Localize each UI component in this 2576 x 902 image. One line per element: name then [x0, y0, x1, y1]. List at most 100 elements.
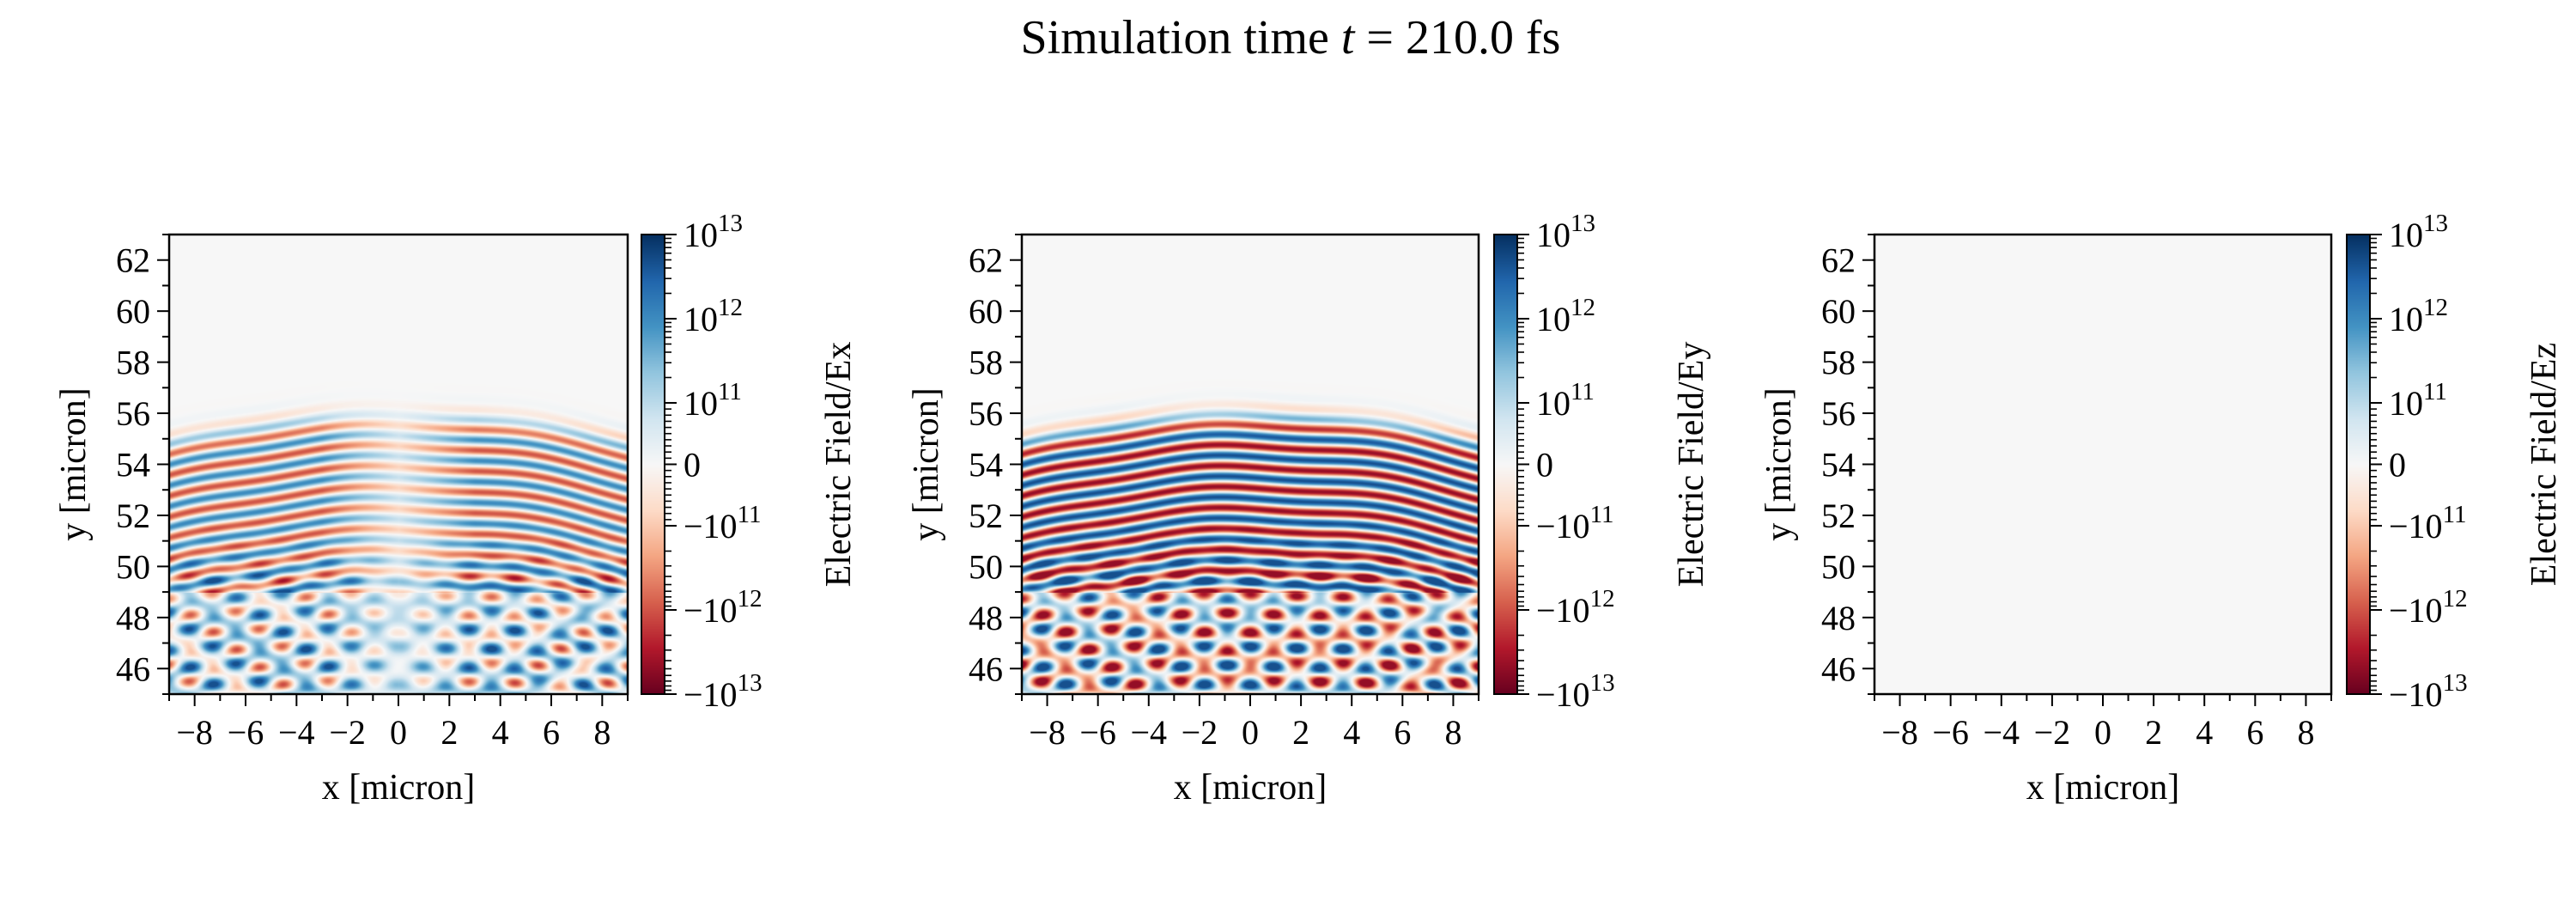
y-tick-label: 46 — [116, 649, 150, 688]
x-tick-label: −6 — [1079, 713, 1116, 752]
colorbar-tick-base: −10 — [1536, 507, 1590, 545]
axes-frame-3 — [1873, 233, 2333, 696]
y-tick-label: 54 — [1821, 446, 1856, 485]
colorbar-tick-label: 0 — [1536, 446, 1553, 485]
x-tick-label: 6 — [543, 713, 560, 752]
x-tick-label: −8 — [176, 713, 213, 752]
y-tick-label: 58 — [969, 344, 1003, 382]
colorbar-tick-exponent: 13 — [1571, 210, 1595, 237]
x-tick-label: −4 — [1983, 713, 2020, 752]
colorbar-tick-exponent: 12 — [2423, 294, 2448, 321]
y-tick-label: 60 — [969, 292, 1003, 331]
colorbar-2 — [1494, 235, 1517, 694]
x-tick-label: 0 — [1242, 713, 1259, 752]
colorbar-tick-exponent: 12 — [718, 294, 743, 321]
y-tick-label: 56 — [116, 394, 150, 433]
y-tick-label: 56 — [1821, 394, 1856, 433]
y-tick-label: 62 — [969, 241, 1003, 280]
colorbar-tick-base: −10 — [2389, 675, 2443, 714]
colorbar-tick-exponent: 11 — [738, 501, 762, 528]
colorbar-tick-label: 1011 — [2389, 378, 2447, 423]
colorbar-tick-label: 1013 — [1536, 210, 1595, 254]
colorbar-tick-exponent: 13 — [738, 669, 762, 697]
colorbar-tick-base: 0 — [683, 446, 701, 485]
colorbar-tick-base: 10 — [1536, 216, 1571, 254]
y-axis-label: y [micron] — [1759, 387, 1799, 540]
y-tick-label: 58 — [116, 344, 150, 382]
x-axis-label: x [micron] — [2026, 768, 2179, 808]
colorbar-tick-exponent: 11 — [1590, 501, 1614, 528]
y-axis-label: y [micron] — [907, 387, 946, 540]
colorbar-tick-base: 10 — [683, 300, 718, 338]
colorbar-tick-label: 1012 — [2389, 294, 2448, 338]
colorbar-tick-exponent: 13 — [1590, 669, 1615, 697]
colorbar-tick-label: −1013 — [1536, 669, 1615, 714]
x-tick-label: −4 — [278, 713, 315, 752]
x-tick-label: −6 — [1932, 713, 1969, 752]
colorbar-tick-exponent: 12 — [738, 585, 762, 613]
y-tick-label: 46 — [969, 649, 1003, 688]
x-tick-label: 2 — [440, 713, 458, 752]
x-tick-label: −8 — [1029, 713, 1066, 752]
y-axis-label: y [micron] — [54, 387, 94, 540]
x-tick-label: −2 — [329, 713, 366, 752]
x-tick-label: 4 — [2196, 713, 2213, 752]
field-heatmap-2 — [1022, 235, 1479, 694]
y-tick-label: 60 — [1821, 292, 1856, 331]
x-tick-label: 6 — [2246, 713, 2263, 752]
y-tick-label: 62 — [116, 241, 150, 280]
x-axis-label: x [micron] — [322, 768, 475, 808]
colorbar-tick-label: 0 — [683, 446, 701, 485]
y-tick-label: 54 — [969, 446, 1003, 485]
y-tick-label: 48 — [1821, 599, 1856, 637]
colorbar-tick-exponent: 12 — [1590, 585, 1615, 613]
colorbar-tick-label: −1012 — [683, 585, 762, 630]
colorbar-tick-exponent: 13 — [718, 210, 743, 237]
colorbar-tick-base: 0 — [2389, 446, 2406, 485]
colorbar-tick-exponent: 13 — [2423, 210, 2448, 237]
colorbar-tick-base: −10 — [683, 507, 738, 545]
y-tick-label: 48 — [116, 599, 150, 637]
figure-title: Simulation time t = 210.0 fs — [1021, 11, 1561, 64]
x-tick-label: 6 — [1394, 713, 1411, 752]
colorbar-tick-exponent: 12 — [2443, 585, 2468, 613]
colorbar-tick-base: −10 — [683, 591, 738, 630]
colorbar-tick-base: −10 — [2389, 507, 2443, 545]
x-tick-label: 4 — [1343, 713, 1360, 752]
colorbar-tick-base: −10 — [683, 675, 738, 714]
y-tick-label: 52 — [969, 497, 1003, 535]
colorbar-frame — [1493, 234, 1518, 695]
y-tick-label: 52 — [1821, 497, 1856, 535]
x-tick-label: 8 — [1444, 713, 1461, 752]
x-tick-label: −2 — [2034, 713, 2071, 752]
colorbar-label: Electric Field/Ey — [1672, 342, 1711, 588]
colorbar-tick-base: −10 — [1536, 675, 1590, 714]
y-tick-label: 58 — [1821, 344, 1856, 382]
colorbar-tick-label: −1011 — [1536, 501, 1614, 545]
y-tick-label: 52 — [116, 497, 150, 535]
colorbar-tick-label: −1013 — [2389, 669, 2468, 714]
colorbar-tick-exponent: 11 — [718, 378, 742, 405]
y-tick-label: 50 — [969, 547, 1003, 586]
x-tick-label: −6 — [228, 713, 264, 752]
y-tick-label: 60 — [116, 292, 150, 331]
axes-frame-1 — [167, 233, 629, 696]
colorbar-tick-exponent: 13 — [2443, 669, 2468, 697]
axes-frame-2 — [1020, 233, 1480, 696]
colorbar-tick-base: 10 — [1536, 384, 1571, 423]
y-tick-label: 62 — [1821, 241, 1856, 280]
field-heatmap-3 — [1874, 235, 2331, 694]
colorbar-tick-label: 1012 — [683, 294, 743, 338]
colorbar-label: Electric Field/Ez — [2524, 343, 2564, 586]
colorbar-tick-label: −1012 — [2389, 585, 2468, 630]
colorbar-tick-label: 1013 — [683, 210, 743, 254]
x-tick-label: 2 — [1292, 713, 1309, 752]
colorbar-tick-base: −10 — [1536, 591, 1590, 630]
colorbar-tick-exponent: 11 — [2443, 501, 2467, 528]
colorbar-tick-label: −1011 — [683, 501, 762, 545]
x-tick-label: 0 — [390, 713, 407, 752]
colorbar-label: Electric Field/Ex — [819, 342, 859, 588]
colorbar-tick-label: −1011 — [2389, 501, 2467, 545]
